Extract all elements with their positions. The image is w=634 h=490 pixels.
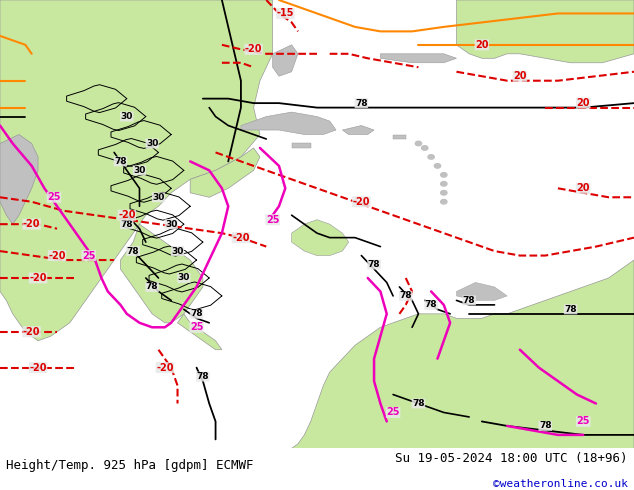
Polygon shape [292, 220, 349, 256]
Text: 78: 78 [425, 300, 437, 309]
Polygon shape [456, 0, 634, 63]
Circle shape [434, 164, 441, 168]
Polygon shape [120, 224, 203, 323]
Text: -20: -20 [156, 363, 174, 373]
Polygon shape [178, 314, 222, 350]
Text: 78: 78 [127, 246, 139, 256]
Text: -20: -20 [48, 250, 66, 261]
Text: 78: 78 [412, 399, 425, 408]
Text: 30: 30 [178, 273, 190, 282]
Text: 78: 78 [114, 157, 127, 166]
Text: 78: 78 [120, 220, 133, 229]
Text: Height/Temp. 925 hPa [gdpm] ECMWF: Height/Temp. 925 hPa [gdpm] ECMWF [6, 459, 254, 471]
Circle shape [441, 172, 447, 177]
Text: Su 19-05-2024 18:00 UTC (18+96): Su 19-05-2024 18:00 UTC (18+96) [395, 452, 628, 466]
Text: 30: 30 [133, 166, 146, 175]
Text: 78: 78 [564, 305, 577, 314]
Text: 78: 78 [399, 292, 412, 300]
Polygon shape [380, 54, 456, 63]
Polygon shape [456, 282, 507, 300]
Polygon shape [0, 0, 273, 341]
Polygon shape [273, 45, 298, 76]
Text: 78: 78 [197, 372, 209, 381]
Text: -20: -20 [353, 197, 370, 207]
Text: -20: -20 [29, 363, 47, 373]
Text: 25: 25 [190, 322, 204, 332]
Polygon shape [292, 144, 311, 148]
Circle shape [422, 146, 428, 150]
Text: 20: 20 [475, 40, 489, 50]
Polygon shape [342, 125, 374, 135]
Text: 30: 30 [165, 220, 178, 229]
Text: -20: -20 [23, 327, 41, 337]
Circle shape [441, 182, 447, 186]
Circle shape [441, 199, 447, 204]
Text: -20: -20 [23, 219, 41, 229]
Text: -20: -20 [232, 233, 250, 243]
Text: 25: 25 [47, 192, 61, 202]
Circle shape [441, 191, 447, 195]
Text: ©weatheronline.co.uk: ©weatheronline.co.uk [493, 479, 628, 489]
Polygon shape [393, 135, 406, 139]
Text: 78: 78 [539, 421, 552, 430]
Text: 30: 30 [152, 193, 165, 202]
Text: 30: 30 [146, 139, 158, 148]
Polygon shape [241, 112, 336, 135]
Polygon shape [0, 135, 38, 224]
Text: 78: 78 [190, 309, 203, 318]
Text: 20: 20 [576, 98, 590, 108]
Text: -20: -20 [245, 44, 262, 54]
Text: 78: 78 [146, 282, 158, 292]
Text: 78: 78 [463, 296, 476, 305]
Text: 20: 20 [513, 71, 527, 81]
Text: 25: 25 [266, 215, 280, 225]
Polygon shape [190, 148, 260, 197]
Text: 78: 78 [355, 98, 368, 108]
Text: -20: -20 [118, 210, 136, 220]
Circle shape [415, 141, 422, 146]
Text: 25: 25 [82, 250, 96, 261]
Text: 20: 20 [576, 183, 590, 194]
Circle shape [428, 155, 434, 159]
Polygon shape [292, 260, 634, 448]
Text: 30: 30 [171, 246, 184, 256]
Text: -15: -15 [276, 8, 294, 19]
Text: -20: -20 [29, 273, 47, 283]
Text: 78: 78 [368, 260, 380, 269]
Text: 30: 30 [120, 112, 133, 121]
Text: 25: 25 [576, 416, 590, 426]
Text: 25: 25 [386, 408, 400, 417]
